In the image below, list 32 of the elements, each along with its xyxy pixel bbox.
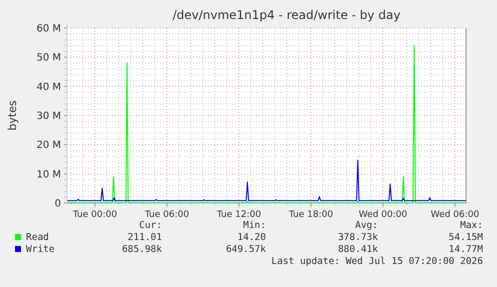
text: 880.41k bbox=[338, 244, 378, 255]
legend-label: Read bbox=[26, 232, 49, 243]
y-tick-label: 50 M bbox=[36, 52, 61, 64]
text: Last update: Wed Jul 15 07:20:00 2026 bbox=[271, 256, 484, 267]
y-tick-label: 30 M bbox=[36, 111, 61, 122]
y-tick-label: 40 M bbox=[36, 82, 61, 93]
x-tick-label: Tue 06:00 bbox=[144, 210, 190, 220]
y-tick-label: 0 bbox=[54, 198, 61, 210]
y-axis-title: bytes bbox=[6, 100, 19, 131]
text: Avg: bbox=[355, 220, 378, 231]
text: 685.98k bbox=[122, 244, 162, 255]
y-tick-label: 60 M bbox=[36, 24, 61, 34]
text: 14.77M bbox=[448, 244, 484, 255]
text: Max: bbox=[460, 220, 483, 231]
text: 649.57k bbox=[226, 244, 266, 255]
text: 211.01 bbox=[128, 232, 162, 243]
text: 54.15M bbox=[448, 232, 484, 243]
legend-label: Write bbox=[26, 244, 55, 255]
y-tick-label: 10 M bbox=[36, 169, 61, 180]
x-tick-label: Tue 12:00 bbox=[216, 210, 262, 220]
text: 14.20 bbox=[237, 232, 266, 243]
chart-title: /dev/nvme1n1p4 - read/write - by day bbox=[172, 8, 400, 22]
text: Cur: bbox=[139, 220, 162, 231]
line-series bbox=[66, 160, 466, 202]
y-tick-label: 20 M bbox=[36, 140, 61, 152]
text: Min: bbox=[243, 220, 266, 231]
text: 378.73k bbox=[338, 232, 378, 243]
x-tick-label: Tue 18:00 bbox=[288, 210, 334, 220]
x-tick-label: Wed 00:00 bbox=[358, 210, 408, 220]
line-series bbox=[66, 45, 466, 204]
x-tick-label: Wed 06:00 bbox=[430, 210, 480, 220]
x-tick-label: Tue 00:00 bbox=[72, 210, 118, 220]
